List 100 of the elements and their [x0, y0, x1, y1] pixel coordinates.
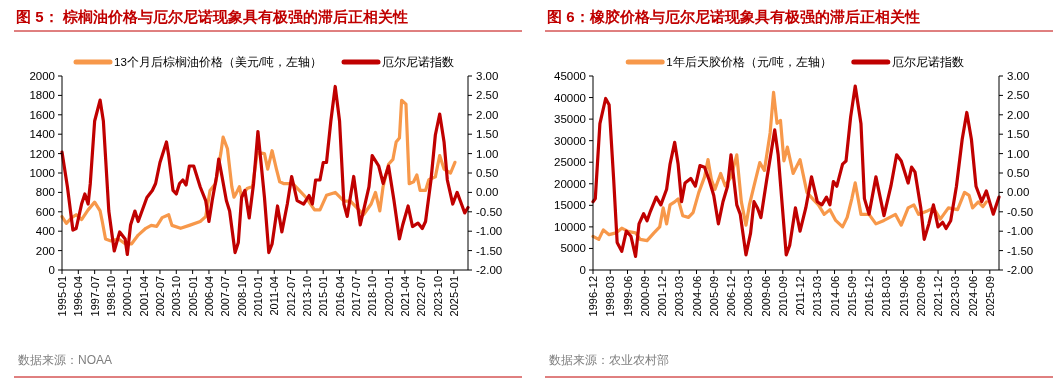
y2-tick-label: -1.00 — [1007, 225, 1034, 238]
x-tick-label: 1995-01 — [56, 276, 68, 317]
x-tick-label: 2016-04 — [333, 276, 346, 317]
chart-title: 图 6：橡胶价格与厄尔尼诺现象具有极强的滞后正相关性 — [547, 8, 920, 25]
x-tick-label: 2009-06 — [759, 276, 772, 317]
x-tick-label: 2015-01 — [317, 276, 330, 317]
x-tick-label: 2012-07 — [284, 276, 297, 317]
y-tick-label: 20000 — [554, 177, 586, 190]
x-tick-label: 2021-04 — [398, 276, 411, 317]
y2-tick-label: 2.00 — [1007, 108, 1030, 121]
y2-tick-label: -1.50 — [1007, 244, 1034, 257]
y2-tick-label: 3.00 — [476, 70, 499, 82]
y2-tick-label: -2.00 — [476, 264, 503, 276]
y2-tick-label: 2.50 — [476, 89, 499, 102]
y-tick-label: 600 — [35, 205, 55, 218]
y-tick-label: 45000 — [554, 70, 586, 82]
x-tick-label: 2010-09 — [776, 276, 789, 317]
y-tick-label: 30000 — [554, 134, 586, 147]
y-tick-label: 35000 — [554, 113, 586, 126]
x-tick-label: 2006-04 — [202, 276, 215, 317]
x-tick-label: 2013-10 — [300, 276, 313, 317]
x-tick-label: 2003-10 — [170, 276, 183, 317]
y2-tick-label: -0.50 — [1007, 205, 1034, 218]
y-tick-label: 1600 — [29, 108, 55, 121]
x-tick-label: 2005-01 — [186, 276, 199, 317]
y-tick-label: 25000 — [554, 156, 586, 169]
legend-label: 厄尔尼诺指数 — [382, 56, 454, 68]
x-tick-label: 2023-10 — [431, 276, 444, 317]
y-tick-label: 0 — [579, 264, 586, 276]
x-tick-label: 1998-03 — [604, 276, 617, 317]
x-tick-label: 1996-04 — [72, 276, 85, 317]
x-tick-label: 2002-07 — [153, 276, 166, 317]
y2-tick-label: 1.00 — [476, 147, 499, 160]
y2-tick-label: 3.00 — [1007, 70, 1030, 82]
x-tick-label: 2024-06 — [966, 276, 979, 317]
y2-tick-label: 1.50 — [476, 128, 499, 141]
x-tick-label: 2014-06 — [828, 276, 841, 317]
x-tick-label: 2025-01 — [447, 276, 460, 317]
x-tick-label: 2020-01 — [382, 276, 395, 317]
y2-tick-label: 2.50 — [1007, 89, 1030, 102]
y-tick-label: 2000 — [29, 70, 55, 82]
y-tick-label: 200 — [35, 244, 55, 257]
x-tick-label: 2025-09 — [983, 276, 996, 317]
x-tick-label: 2018-03 — [880, 276, 893, 317]
x-tick-label: 2023-03 — [949, 276, 962, 317]
y2-tick-label: 2.00 — [476, 108, 499, 121]
y2-tick-label: 0.00 — [476, 186, 499, 199]
x-tick-label: 2019-06 — [897, 276, 910, 317]
x-tick-label: 2008-10 — [235, 276, 248, 317]
y2-tick-label: 1.50 — [1007, 128, 1030, 141]
x-tick-label: 1998-10 — [104, 276, 117, 317]
y-tick-label: 1800 — [29, 89, 55, 102]
x-tick-label: 2010-01 — [251, 276, 264, 317]
x-tick-label: 2004-06 — [690, 276, 703, 317]
y2-tick-label: -0.50 — [476, 205, 503, 218]
x-tick-label: 2008-03 — [742, 276, 755, 317]
x-tick-label: 2022-07 — [415, 276, 428, 317]
legend-label: 13个月后棕榈油价格（美元/吨，左轴） — [114, 55, 322, 69]
y2-tick-label: 1.00 — [1007, 147, 1030, 160]
y2-tick-label: -1.50 — [476, 244, 503, 257]
x-tick-label: 2020-09 — [914, 276, 927, 317]
y-tick-label: 1400 — [29, 128, 55, 141]
x-tick-label: 2013-03 — [811, 276, 824, 317]
x-tick-label: 2015-09 — [845, 276, 858, 317]
y-tick-label: 15000 — [554, 199, 586, 212]
y2-tick-label: -2.00 — [1007, 264, 1034, 276]
legend-label: 1年后天胶价格（元/吨，左轴） — [666, 55, 832, 69]
y2-tick-label: -1.00 — [476, 225, 503, 238]
x-tick-label: 2001-12 — [656, 276, 669, 317]
y2-tick-label: 0.50 — [476, 167, 499, 179]
y2-tick-label: 0.50 — [1007, 167, 1030, 179]
x-tick-label: 2018-10 — [366, 276, 379, 317]
x-tick-label: 2001-04 — [137, 276, 150, 317]
x-tick-label: 2017-07 — [349, 276, 362, 317]
line-series — [591, 90, 988, 243]
y-tick-label: 40000 — [554, 91, 586, 104]
x-tick-label: 1996-12 — [587, 276, 599, 317]
x-tick-label: 2011-04 — [268, 276, 281, 316]
x-tick-label: 2016-12 — [863, 276, 876, 317]
x-tick-label: 2011-12 — [794, 276, 807, 316]
y-tick-label: 800 — [35, 186, 55, 199]
x-tick-label: 1997-07 — [88, 276, 101, 317]
source-note: 数据来源：NOAA — [18, 353, 113, 367]
x-tick-label: 2000-09 — [638, 276, 651, 317]
chart-title: 图 5： 棕榈油价格与厄尔尼诺现象具有极强的滞后正相关性 — [16, 8, 408, 25]
line-series — [60, 84, 470, 257]
y-tick-label: 400 — [35, 225, 55, 238]
line-series — [591, 84, 1001, 259]
y2-tick-label: 0.00 — [1007, 186, 1030, 199]
source-note: 数据来源：农业农村部 — [549, 353, 669, 367]
x-tick-label: 2003-03 — [673, 276, 686, 317]
x-tick-label: 2021-12 — [932, 276, 945, 317]
x-tick-label: 2005-09 — [707, 276, 720, 317]
x-tick-label: 2006-12 — [725, 276, 738, 317]
y-tick-label: 1200 — [29, 147, 55, 160]
y-tick-label: 0 — [48, 264, 55, 276]
y-tick-label: 1000 — [29, 167, 55, 179]
legend-label: 厄尔尼诺指数 — [891, 56, 964, 68]
y-tick-label: 5000 — [560, 242, 586, 255]
y-tick-label: 10000 — [554, 220, 586, 233]
